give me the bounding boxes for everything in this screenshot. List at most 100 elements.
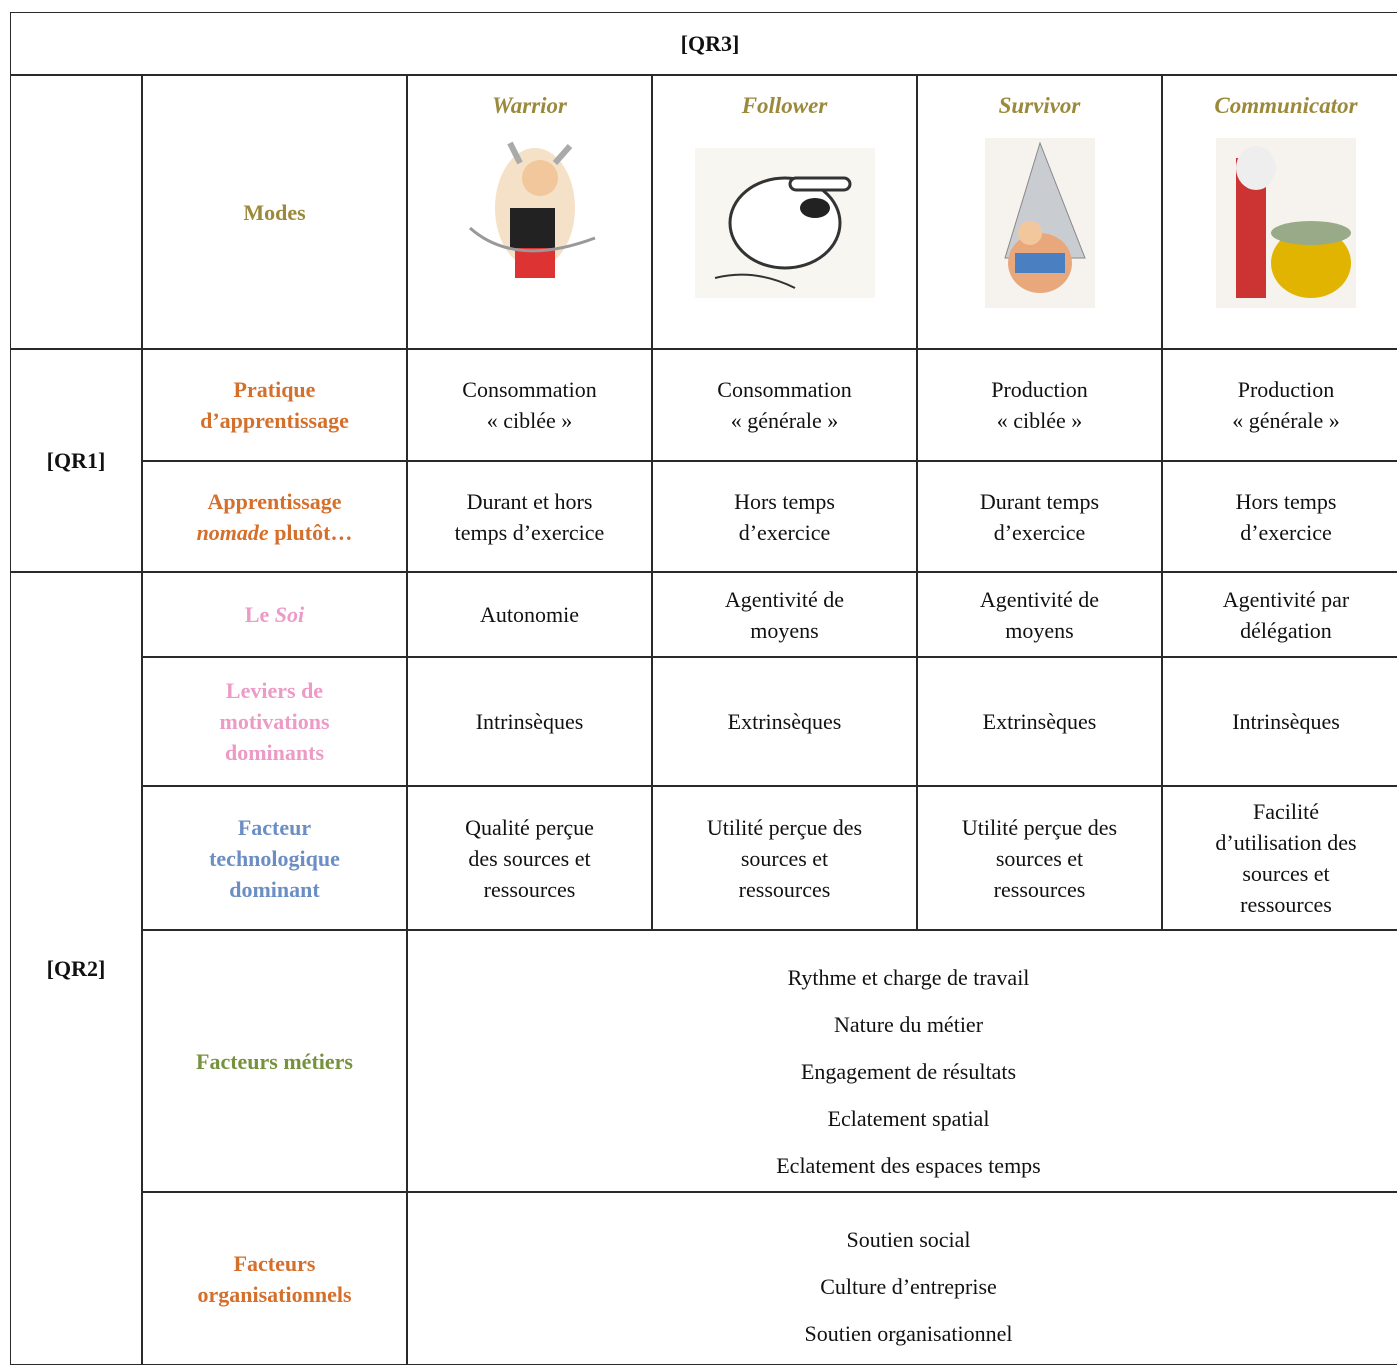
row-label-cell: Facteurs organisationnels bbox=[142, 1192, 407, 1365]
data-cell: Qualité perçue des sources et ressources bbox=[407, 786, 652, 930]
cell-line: ressources bbox=[738, 876, 831, 902]
cell-line: Intrinsèques bbox=[1232, 709, 1340, 734]
row-label-text: dominant bbox=[229, 876, 320, 902]
cell-line: « générale » bbox=[1232, 408, 1340, 433]
mode-name: Follower bbox=[741, 93, 828, 118]
character-illustration bbox=[1216, 138, 1356, 308]
item: Rythme et charge de travail bbox=[787, 965, 1030, 990]
cell-line: d’exercice bbox=[1240, 519, 1332, 545]
row-label-line: technologique bbox=[209, 843, 340, 874]
data-cell: Consommation « ciblée » bbox=[407, 349, 652, 461]
modes-label-cell: Modes bbox=[142, 75, 407, 349]
cell-line: ressources bbox=[1240, 892, 1332, 917]
cell-line: Autonomie bbox=[480, 602, 579, 627]
cell-line: Extrinsèques bbox=[727, 709, 842, 734]
row-label-text: Soi bbox=[274, 602, 305, 627]
row-label-text: d’apprentissage bbox=[200, 408, 349, 433]
row-label-text: Pratique bbox=[233, 377, 316, 402]
character-illustration bbox=[468, 141, 596, 278]
group-label: [QR2] bbox=[46, 956, 106, 981]
row-label-text: Le bbox=[244, 602, 275, 627]
data-cell: Production « ciblée » bbox=[917, 349, 1162, 461]
cell-line: Extrinsèques bbox=[982, 709, 1097, 734]
cell-line: sources et bbox=[740, 845, 829, 871]
row-label-line: Le Soi bbox=[245, 599, 304, 630]
row-label-cell: Facteurs métiers bbox=[142, 930, 407, 1192]
cell-line: Utilité perçue des bbox=[706, 814, 863, 840]
row-label-text: Facteurs métiers bbox=[196, 1048, 353, 1074]
cell-line: « ciblée » bbox=[996, 408, 1083, 433]
cell-line: Agentivité de bbox=[724, 586, 845, 612]
data-cell: Agentivité de moyens bbox=[917, 572, 1162, 657]
mode-name: Survivor bbox=[998, 93, 1081, 118]
row-label-cell: Leviers de motivations dominants bbox=[142, 657, 407, 786]
item: Eclatement spatial bbox=[827, 1106, 990, 1131]
items-cell: Rythme et charge de travail Nature du mét… bbox=[407, 930, 1397, 1192]
mode-cell: Follower bbox=[652, 75, 917, 349]
row-label-line: d’apprentissage bbox=[200, 405, 349, 436]
mode-name: Communicator bbox=[1214, 93, 1358, 118]
character-illustration bbox=[984, 138, 1095, 308]
data-cell: Agentivité par délégation bbox=[1162, 572, 1397, 657]
row-label-text: organisationnels bbox=[197, 1281, 352, 1307]
cell-line: Consommation bbox=[462, 377, 597, 402]
data-cell: Extrinsèques bbox=[652, 657, 917, 786]
row-label-text: dominants bbox=[224, 740, 325, 765]
cell-line: des sources et bbox=[468, 845, 591, 871]
item: Eclatement des espaces temps bbox=[776, 1153, 1041, 1178]
cell-line: Production bbox=[991, 377, 1088, 402]
cell-line: « générale » bbox=[730, 408, 839, 433]
cell-line: Agentivité de bbox=[979, 586, 1100, 612]
mode-name: Warrior bbox=[492, 93, 567, 118]
data-cell: Durant et hors temps d’exercice bbox=[407, 461, 652, 572]
row-label-text: nomade bbox=[196, 519, 269, 545]
row-label-line: Pratique bbox=[234, 374, 316, 405]
cell-line: moyens bbox=[750, 617, 819, 643]
data-cell: Utilité perçue des sources et ressources bbox=[652, 786, 917, 930]
cell-line: Hors temps bbox=[1235, 488, 1337, 514]
cell-line: Consommation bbox=[717, 377, 852, 402]
group-cell: [QR1] bbox=[10, 349, 142, 572]
row-label-cell: Facteur technologique dominant bbox=[142, 786, 407, 930]
row-label-line: Apprentissage bbox=[207, 486, 341, 517]
cell-line: Hors temps bbox=[734, 488, 835, 514]
row-label-line: dominant bbox=[229, 874, 319, 905]
cell-line: sources et bbox=[1242, 861, 1330, 886]
data-cell: Hors temps d’exercice bbox=[1162, 461, 1397, 572]
data-cell: Intrinsèques bbox=[407, 657, 652, 786]
cell-line: sources et bbox=[995, 845, 1084, 871]
mode-cell: Survivor bbox=[917, 75, 1162, 349]
cell-line: moyens bbox=[1005, 617, 1074, 643]
row-label-line: organisationnels bbox=[197, 1279, 351, 1310]
item: Nature du métier bbox=[833, 1012, 984, 1037]
row-label-text: Leviers de bbox=[225, 678, 324, 703]
data-cell: Agentivité de moyens bbox=[652, 572, 917, 657]
row-label-cell: Le Soi bbox=[142, 572, 407, 657]
cell-line: d’exercice bbox=[738, 519, 831, 545]
row-label-text: Facteur bbox=[237, 814, 312, 840]
item: Soutien organisationnel bbox=[804, 1321, 1013, 1346]
row-label-text: Apprentissage bbox=[207, 488, 342, 514]
item: Culture d’entreprise bbox=[820, 1274, 997, 1299]
items-cell: Soutien social Culture d’entreprise Soutie… bbox=[407, 1192, 1397, 1365]
data-cell: Production « générale » bbox=[1162, 349, 1397, 461]
row-label-text: Facteurs bbox=[233, 1250, 316, 1276]
row-label-line: Facteurs bbox=[234, 1248, 316, 1279]
row-label-line: Leviers de bbox=[226, 675, 323, 706]
row-label-line: nomade plutôt… bbox=[197, 517, 353, 548]
cell-line: Intrinsèques bbox=[475, 709, 584, 734]
row-label-line: Facteur bbox=[238, 812, 311, 843]
header-cell: [QR3] bbox=[10, 12, 1397, 75]
corner-cell bbox=[10, 75, 142, 349]
header-title: [QR3] bbox=[680, 31, 740, 56]
cell-line: d’utilisation des bbox=[1215, 830, 1357, 855]
group-cell: [QR2] bbox=[10, 572, 142, 1365]
group-label: [QR1] bbox=[46, 448, 106, 473]
row-label-line: motivations bbox=[220, 706, 330, 737]
cell-line: Facilité bbox=[1253, 799, 1319, 824]
row-label-text: plutôt… bbox=[268, 519, 353, 545]
cell-line: délégation bbox=[1240, 617, 1332, 643]
character-illustration bbox=[694, 148, 875, 298]
row-label-line: dominants bbox=[225, 737, 324, 768]
